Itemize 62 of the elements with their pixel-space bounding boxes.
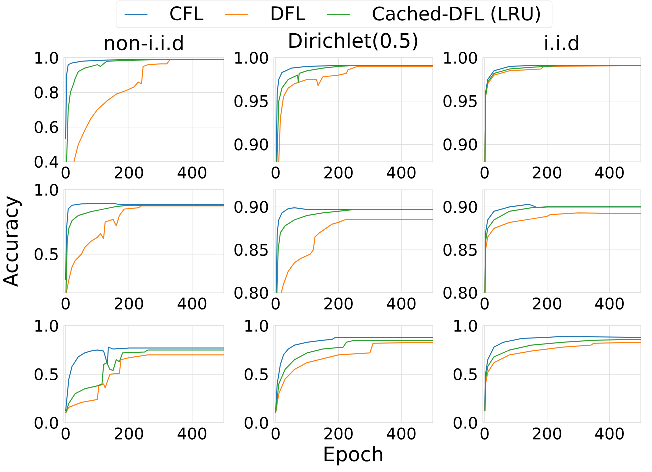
x-tick-label: 400 [387,298,416,310]
y-tick-label: 0.0 [244,416,268,430]
x-tick-label: 200 [533,166,562,179]
x-tick-label: 0 [480,428,489,440]
x-tick-label: 400 [387,428,416,440]
x-tick-label: 0 [480,298,489,310]
x-tick-label: 0 [480,166,489,179]
x-tick-label: 400 [387,166,416,179]
y-tick-label: 0.5 [244,368,268,381]
x-tick-label: 200 [324,298,353,310]
y-tick-label: 0.95 [234,95,268,108]
x-tick-label: 200 [115,298,144,310]
y-tick-label: 1.0 [36,184,58,196]
y-tick-label: 0.80 [444,286,478,300]
x-tick-label: 400 [595,166,624,179]
legend-label: Cached-DFL (LRU) [373,6,540,24]
x-tick-label: 0 [62,298,70,310]
chart-title: Dirichlet(0.5) [290,32,418,51]
x-tick-label: 400 [595,428,624,440]
y-tick-label: 1.0 [36,320,58,332]
y-tick-label: 1.0 [454,320,478,332]
y-tick-label: 0.5 [34,248,58,260]
y-tick-label: 1.0 [246,320,268,332]
y-tick-label: 0.95 [444,95,477,108]
y-tick-label: 0.85 [444,244,477,256]
y-tick-label: 0.0 [454,416,478,430]
y-tick-label: 0.6 [34,121,58,134]
x-tick-label: 0 [62,428,70,440]
y-tick-label: 1.0 [36,52,58,64]
x-tick-label: 200 [115,428,144,440]
x-tick-label: 200 [533,428,562,440]
x-tick-label: 400 [178,166,207,179]
y-tick-label: 0.0 [34,416,58,430]
x-axis-title: Epoch [324,446,382,466]
x-tick-label: 400 [595,298,624,310]
x-tick-label: 200 [115,166,144,179]
x-tick-label: 200 [324,166,353,179]
x-tick-label: 200 [533,298,562,310]
y-tick-label: 1.00 [444,52,478,64]
y-tick-label: 0.90 [444,201,478,214]
x-tick-label: 400 [178,298,207,310]
x-tick-label: 200 [324,428,353,440]
x-tick-label: 0 [62,166,70,179]
x-tick-label: 0 [272,428,280,440]
y-tick-label: 0.90 [234,138,268,151]
x-tick-label: 0 [272,166,280,179]
y-tick-label: 0.85 [234,244,268,256]
y-tick-label: 0.5 [454,368,477,381]
y-tick-label: 0.8 [34,86,58,99]
y-tick-label: 0.90 [234,201,268,214]
legend-label: CFL [170,6,204,21]
y-tick-label: 0.4 [34,156,58,168]
chart-title: i.i.d [546,35,578,51]
y-axis-title: Accuracy [3,196,22,288]
chart-title: non-i.i.d [105,35,183,51]
y-tick-label: 1.00 [235,52,268,64]
x-tick-label: 0 [272,298,280,310]
y-tick-label: 0.5 [34,368,58,381]
y-tick-label: 0.80 [234,286,268,300]
legend-label: DFL [272,6,306,20]
y-tick-label: 0.90 [444,138,478,151]
x-tick-label: 400 [178,428,207,440]
